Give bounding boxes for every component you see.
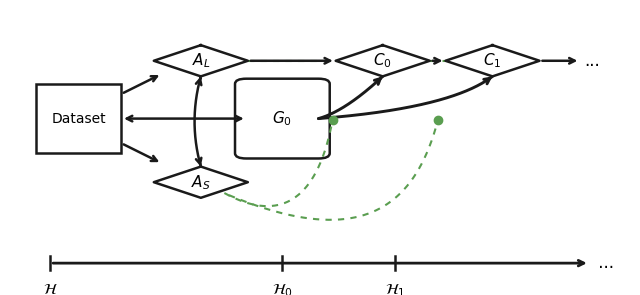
Polygon shape: [336, 45, 430, 76]
Text: $A_S$: $A_S$: [191, 173, 211, 191]
Polygon shape: [154, 45, 248, 76]
Bar: [36, 84, 121, 153]
Text: $\mathcal{H}_0$: $\mathcal{H}_0$: [272, 282, 293, 295]
Text: $A_L$: $A_L$: [191, 51, 210, 70]
Text: $C_1$: $C_1$: [483, 51, 502, 70]
Text: ...: ...: [593, 254, 614, 272]
Text: $\mathcal{H}$: $\mathcal{H}$: [43, 282, 58, 295]
Text: Dataset: Dataset: [51, 112, 106, 126]
Text: $\mathcal{H}_1$: $\mathcal{H}_1$: [385, 282, 406, 295]
Polygon shape: [154, 167, 248, 198]
Text: $G_0$: $G_0$: [273, 109, 292, 128]
FancyBboxPatch shape: [235, 79, 330, 158]
Text: ...: ...: [585, 52, 600, 70]
Polygon shape: [445, 45, 540, 76]
Text: $C_0$: $C_0$: [373, 51, 392, 70]
